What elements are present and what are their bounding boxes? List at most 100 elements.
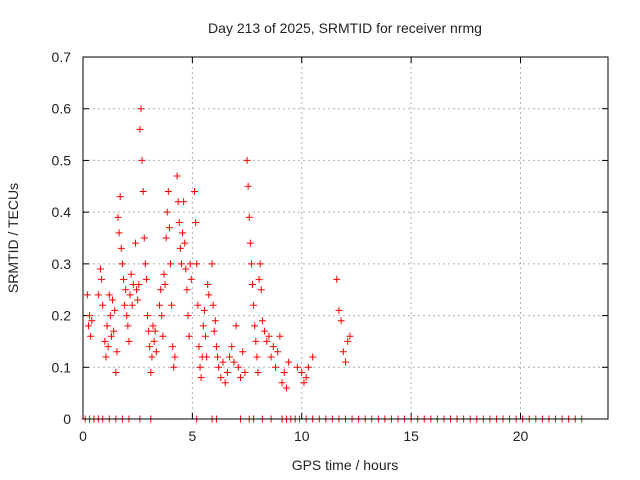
data-point: [223, 368, 231, 376]
data-point: [226, 353, 234, 361]
x-tick-label: 20: [513, 428, 529, 444]
data-point: [339, 348, 347, 356]
data-point: [116, 193, 124, 201]
data-point: [249, 281, 257, 289]
data-point: [88, 317, 96, 325]
data-point: [258, 317, 266, 325]
y-tick-label: 0.6: [52, 101, 72, 117]
data-point: [302, 374, 310, 382]
data-point: [103, 322, 111, 330]
data-point: [241, 368, 249, 376]
data-point: [169, 343, 177, 351]
plot-frame: [82, 56, 609, 420]
grid: [83, 57, 608, 419]
data-point: [177, 260, 185, 268]
data-point: [179, 229, 187, 237]
data-point: [158, 312, 166, 320]
data-point: [173, 172, 181, 180]
data-point: [127, 270, 135, 278]
data-point: [298, 368, 306, 376]
data-point: [83, 291, 91, 299]
data-point: [114, 213, 122, 221]
data-point: [285, 358, 293, 366]
data-point: [300, 379, 308, 387]
data-point: [132, 239, 139, 247]
data-point: [346, 332, 354, 340]
chart-title: Day 213 of 2025, SRMTID for receiver nrm…: [208, 20, 482, 36]
data-point: [181, 239, 189, 247]
data-point: [244, 182, 252, 190]
data-point: [261, 327, 269, 335]
data-point: [112, 368, 120, 376]
data-point: [263, 337, 271, 345]
data-point: [253, 353, 261, 361]
data-point: [257, 286, 265, 294]
data-point: [209, 301, 217, 309]
data-point: [211, 317, 219, 325]
data-point: [94, 291, 102, 299]
data-point: [107, 332, 115, 340]
data-point: [234, 363, 242, 371]
data-point: [99, 301, 107, 309]
data-point: [293, 363, 301, 371]
data-point: [184, 312, 192, 320]
y-tick-label: 0.2: [52, 308, 72, 324]
x-tick-label: 15: [403, 428, 419, 444]
data-point: [245, 213, 253, 221]
data-point: [159, 332, 167, 340]
data-point: [344, 337, 352, 345]
data-point: [137, 105, 145, 113]
data-point: [210, 327, 218, 335]
data-point: [102, 353, 110, 361]
data-point: [170, 363, 178, 371]
data-point: [265, 332, 273, 340]
data-point: [208, 260, 216, 268]
data-point: [282, 384, 290, 392]
data-point: [164, 187, 172, 195]
x-axis-label: GPS time / hours: [292, 457, 399, 473]
data-point: [118, 260, 126, 268]
data-point: [215, 363, 223, 371]
data-point: [171, 353, 179, 361]
data-point: [117, 244, 125, 252]
data-point: [149, 322, 157, 330]
data-point: [136, 125, 144, 133]
x-tick-label: 5: [188, 428, 196, 444]
data-point: [138, 156, 146, 164]
data-point: [246, 239, 254, 247]
data-point: [115, 229, 123, 237]
data-point: [134, 296, 142, 304]
data-point: [147, 368, 155, 376]
data-point: [140, 234, 148, 242]
data-point: [186, 260, 194, 268]
data-point: [256, 260, 264, 268]
data-point: [135, 281, 143, 289]
data-point: [141, 260, 149, 268]
data-point: [335, 306, 343, 314]
data-point: [199, 322, 207, 330]
data-point: [128, 301, 136, 309]
data-point: [152, 348, 160, 356]
data-point: [104, 343, 112, 351]
data-point: [124, 322, 132, 330]
data-point: [97, 265, 104, 273]
data-point: [101, 337, 109, 345]
data-point: [180, 198, 188, 206]
data-point: [272, 363, 279, 371]
data-point: [267, 353, 275, 361]
data-point: [176, 244, 184, 252]
data-point: [119, 275, 127, 283]
data-point: [276, 332, 284, 340]
data-point: [214, 353, 222, 361]
data-point: [252, 337, 260, 345]
data-point: [175, 218, 183, 226]
data-point: [165, 224, 173, 232]
data-point: [145, 327, 153, 335]
data-point: [239, 348, 247, 356]
data-point: [183, 286, 191, 294]
data-point: [243, 156, 251, 164]
data-point: [193, 260, 201, 268]
data-point: [123, 312, 131, 320]
y-tick-label: 0.4: [52, 204, 72, 220]
data-point: [84, 322, 92, 330]
